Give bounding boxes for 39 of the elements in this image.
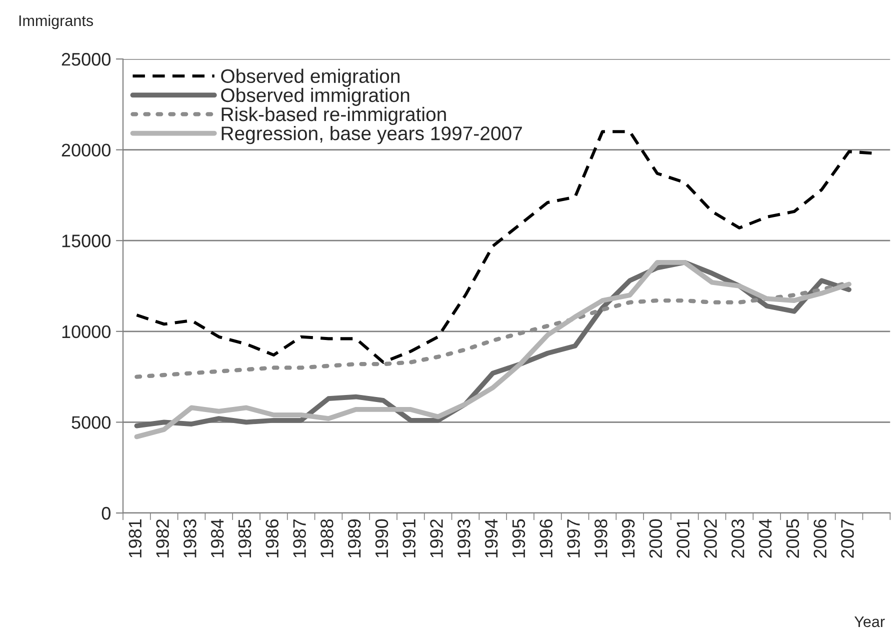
y-axis-title: Immigrants <box>19 14 93 30</box>
x-tick-label: 1996 <box>540 519 552 558</box>
x-tick-label: 1983 <box>184 519 196 558</box>
x-tick-label: 2003 <box>731 519 744 558</box>
y-tick-label: 20000 <box>62 144 110 157</box>
x-tick-label: 2007 <box>841 519 854 558</box>
x-tick-label: 1998 <box>594 519 608 558</box>
x-tick-label: 2001 <box>676 519 690 558</box>
x-tick-label: 2006 <box>814 519 826 558</box>
x-tick-label: 1994 <box>484 519 498 558</box>
legend-label: Regression, base years 1997-2007 <box>222 126 522 144</box>
x-tick-label: 1992 <box>430 519 443 558</box>
legend-label: Risk-based re-immigration <box>222 106 446 126</box>
x-tick-label: 1991 <box>402 519 416 558</box>
x-tick-label: 1986 <box>266 519 279 558</box>
x-axis-title: Year <box>854 616 885 628</box>
y-tick-label: 0 <box>102 506 110 520</box>
x-tick-label: 1999 <box>622 519 635 558</box>
x-tick-label: 2000 <box>649 519 662 558</box>
y-tick-label: 15000 <box>62 234 110 248</box>
y-tick-label: 25000 <box>62 52 110 66</box>
x-tick-label: 2005 <box>786 519 800 558</box>
x-tick-label: 1995 <box>512 519 526 558</box>
x-tick-label: 1984 <box>210 519 224 558</box>
x-tick-label: 1993 <box>458 519 470 558</box>
x-tick-label: 1997 <box>567 519 580 558</box>
x-tick-label: 1989 <box>348 519 361 558</box>
x-tick-label: 1982 <box>156 519 169 558</box>
x-tick-label: 1988 <box>320 519 334 558</box>
x-tick-label: 1981 <box>128 519 142 558</box>
x-tick-label: 2004 <box>758 519 772 558</box>
legend-label: Observed immigration <box>221 88 410 106</box>
y-tick-label: 10000 <box>62 325 110 338</box>
x-tick-label: 1990 <box>375 519 388 558</box>
y-tick-label: 5000 <box>72 416 110 429</box>
x-tick-label: 1985 <box>238 519 252 558</box>
x-tick-label: 1987 <box>293 519 306 558</box>
x-tick-label: 2002 <box>704 519 717 558</box>
legend-label: Observed emigration <box>221 68 400 87</box>
